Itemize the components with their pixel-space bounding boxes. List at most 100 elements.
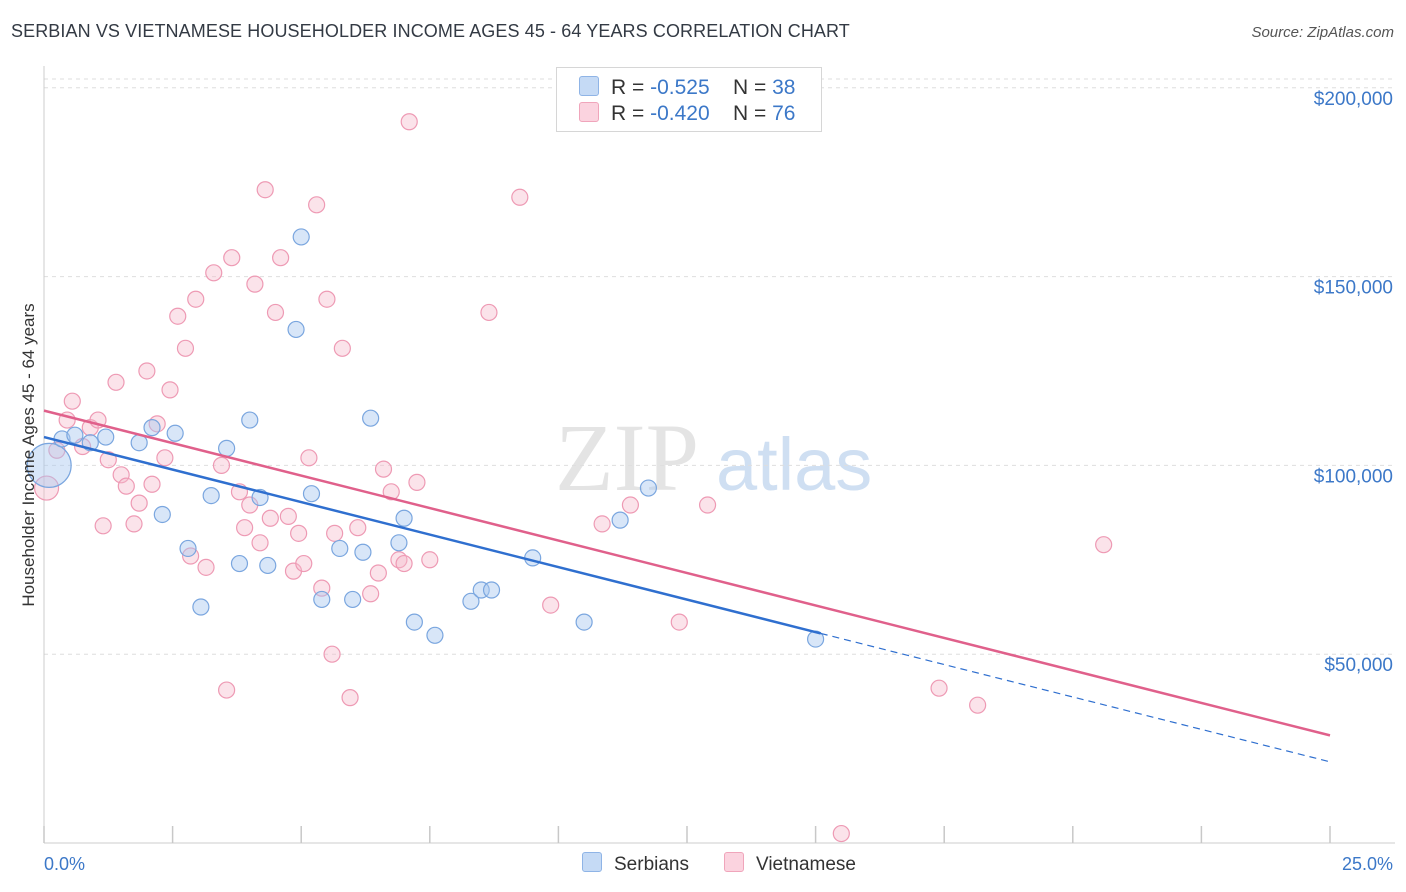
serbians-point: [66, 426, 84, 444]
y-tick-label: $100,000: [1314, 466, 1393, 487]
vietnamese-point: [197, 558, 215, 576]
serbians-point: [313, 590, 331, 609]
serbians-point: [302, 485, 321, 503]
n-label: N =: [733, 102, 767, 125]
serbians-point: [292, 228, 310, 246]
serbians-point: [241, 411, 259, 429]
serbians-point: [405, 613, 423, 631]
vietnamese-point: [480, 303, 498, 322]
trend-lines: [43, 409, 1331, 763]
n-label: N =: [733, 76, 767, 99]
vietnamese-point: [698, 496, 717, 514]
vietnamese-point: [621, 496, 640, 514]
r-value-vietnamese: -0.420: [650, 102, 710, 125]
x-tick-label: 0.0%: [44, 854, 85, 874]
serbians-point: [202, 486, 220, 505]
vietnamese-point: [205, 264, 223, 282]
vietnamese-point: [272, 249, 290, 267]
serbians-point: [166, 424, 184, 442]
vietnamese-point: [256, 181, 274, 199]
serbians-point: [230, 554, 249, 573]
r-value-serbians: -0.525: [650, 76, 710, 99]
y-tick-label: $200,000: [1314, 89, 1393, 110]
vietnamese-point: [169, 307, 187, 325]
vietnamese-point: [333, 339, 351, 357]
serbians-point: [395, 509, 413, 527]
serbians-point: [287, 320, 305, 339]
vietnamese-point: [374, 460, 393, 478]
series-vietnamese-points: [33, 113, 1113, 843]
r-label: R =: [611, 76, 645, 99]
vietnamese-point: [421, 551, 439, 569]
correlation-legend: R = -0.525 N = 38 R = -0.420 N = 76: [556, 67, 822, 132]
vietnamese-point: [187, 290, 205, 308]
serbians-swatch: [582, 852, 602, 872]
watermark-atlas: atlas: [716, 423, 872, 506]
vietnamese-point: [323, 645, 341, 663]
series-serbians-points: [26, 228, 825, 648]
vietnamese-point: [318, 290, 336, 308]
serbians-point: [611, 511, 629, 529]
vietnamese-point: [117, 477, 135, 495]
vietnamese-point: [143, 475, 161, 493]
watermark-zip: ZIP: [555, 404, 699, 511]
serbians-point: [26, 442, 72, 488]
vietnamese-point: [63, 392, 81, 410]
vietnamese-point: [308, 196, 326, 214]
serbians-point: [192, 598, 210, 616]
vietnamese-point: [408, 473, 426, 491]
vietnamese-point: [176, 339, 195, 357]
n-value-vietnamese: 76: [772, 102, 796, 125]
serbians-point: [331, 539, 349, 558]
axes: [43, 66, 1395, 844]
vietnamese-point: [218, 681, 236, 699]
serbians-point: [218, 439, 236, 457]
vietnamese-point: [832, 824, 850, 843]
serbians-point: [362, 409, 380, 427]
vietnamese-point: [246, 275, 264, 293]
vietnamese-swatch: [724, 852, 744, 872]
serbians-point: [426, 626, 444, 644]
serbians-point: [143, 419, 161, 437]
legend-row-vietnamese: R = -0.420 N = 76: [579, 102, 795, 128]
legend-row-serbians: R = -0.525 N = 38: [579, 76, 795, 102]
vietnamese-point: [930, 679, 948, 697]
serbians-point: [153, 505, 171, 524]
vietnamese-point: [369, 564, 387, 582]
serbians-point: [179, 539, 197, 558]
vietnamese-point: [156, 449, 174, 467]
vietnamese-swatch: [579, 102, 599, 122]
vietnamese-point: [261, 509, 279, 527]
x-tick-label: 25.0%: [1342, 854, 1393, 874]
serbians-point: [482, 581, 501, 599]
bottom-legend-vietnamese: Vietnamese: [724, 852, 856, 876]
vietnamese-point: [130, 494, 148, 512]
vietnamese-point: [94, 517, 112, 535]
serbians-point: [575, 613, 593, 631]
vietnamese-point: [341, 689, 359, 707]
vietnamese-point: [969, 696, 987, 714]
serbians-trend-extension: [820, 632, 1331, 763]
serbians-trend-line: [43, 435, 822, 635]
vietnamese-point: [1095, 536, 1113, 554]
r-label: R =: [611, 102, 645, 125]
vietnamese-point: [326, 524, 344, 542]
y-axis-label: Householder Income Ages 45 - 64 years: [19, 303, 38, 606]
vietnamese-point: [279, 507, 297, 525]
vietnamese-point: [382, 483, 400, 501]
vietnamese-point: [542, 596, 560, 614]
vietnamese-trend-line: [43, 409, 1331, 737]
vietnamese-point: [266, 303, 285, 322]
watermark: ZIP atlas: [555, 404, 872, 511]
n-value-serbians: 38: [772, 76, 796, 99]
vietnamese-point: [251, 534, 269, 552]
serbians-point: [462, 592, 480, 610]
serbians-point: [259, 556, 277, 575]
vietnamese-point: [125, 515, 143, 533]
vietnamese-point: [290, 524, 308, 542]
serbians-point: [354, 543, 372, 561]
vietnamese-point: [99, 451, 117, 469]
serbians-point: [344, 590, 362, 609]
vietnamese-point: [400, 113, 418, 131]
